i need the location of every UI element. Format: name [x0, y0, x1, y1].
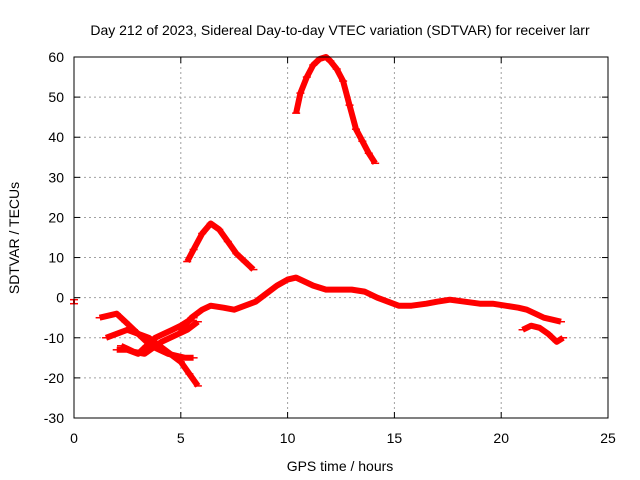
y-tick-label: 20	[48, 209, 64, 225]
grid-lines	[74, 57, 608, 418]
y-axis-label: SDTVAR / TECUs	[6, 182, 22, 294]
y-tick-label: 0	[56, 290, 64, 306]
series-arc-peak-19	[184, 220, 256, 272]
series-arc-main	[178, 274, 562, 332]
y-tick-label: -30	[44, 410, 64, 426]
series-arc-peak-60	[293, 54, 378, 165]
x-tick-label: 15	[387, 430, 403, 446]
y-tick-label: -10	[44, 330, 64, 346]
axis-ticks: 0 5 10 15 20 25 -30 -20 -10 0 10 20 30 40 50 60	[44, 49, 616, 446]
x-axis-label: GPS time / hours	[287, 458, 394, 474]
x-tick-label: 5	[177, 430, 185, 446]
y-tick-label: 30	[48, 169, 64, 185]
x-tick-label: 0	[70, 430, 78, 446]
y-tick-label: 40	[48, 129, 64, 145]
x-tick-label: 10	[280, 430, 296, 446]
data-series	[70, 54, 568, 388]
y-tick-label: 50	[48, 89, 64, 105]
y-tick-label: -20	[44, 370, 64, 386]
x-tick-label: 25	[600, 430, 616, 446]
y-tick-label: 60	[48, 49, 64, 65]
x-tick-label: 20	[493, 430, 509, 446]
chart-title: Day 212 of 2023, Sidereal Day-to-day VTE…	[90, 22, 590, 38]
y-tick-label: 10	[48, 250, 64, 266]
plot-frame	[73, 56, 609, 419]
